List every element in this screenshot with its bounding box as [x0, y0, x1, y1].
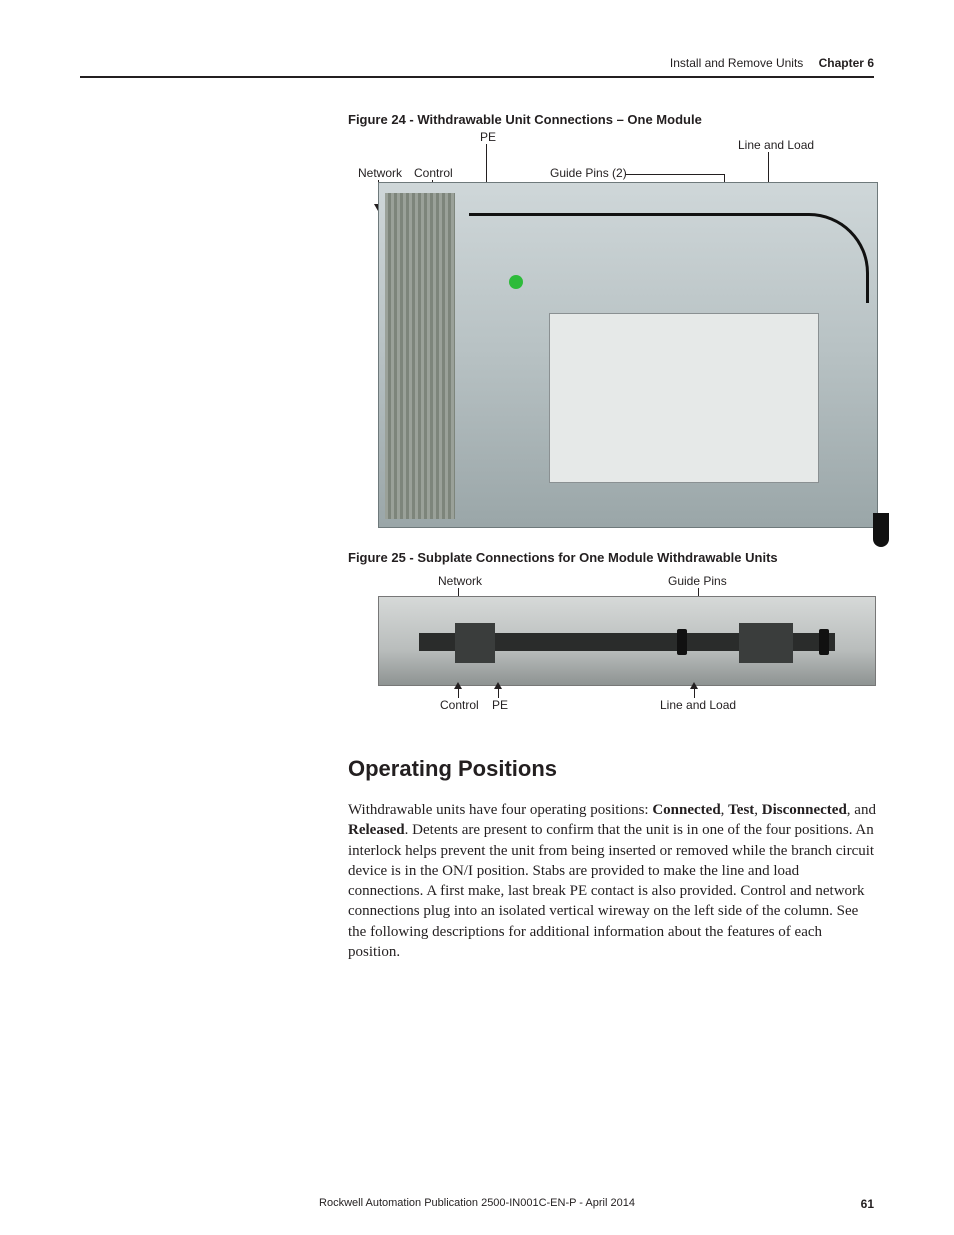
- photo-detail: [873, 513, 889, 547]
- fig25-label-pe: PE: [492, 698, 508, 712]
- running-head: Install and Remove Units Chapter 6: [670, 56, 874, 70]
- photo-detail: [677, 629, 687, 655]
- footer-publication: Rockwell Automation Publication 2500-IN0…: [0, 1197, 954, 1209]
- separator: ,: [754, 802, 762, 818]
- photo-detail: [819, 629, 829, 655]
- position-test: Test: [728, 802, 754, 818]
- position-released: Released: [348, 822, 405, 838]
- separator-and: , and: [847, 802, 876, 818]
- position-disconnected: Disconnected: [762, 802, 847, 818]
- fig24-label-network: Network: [358, 166, 402, 180]
- photo-detail: [509, 275, 523, 289]
- page: Install and Remove Units Chapter 6 Figur…: [0, 0, 954, 1235]
- body-text: . Detents are present to confirm that th…: [348, 822, 874, 960]
- body-paragraph: Withdrawable units have four operating p…: [348, 800, 876, 962]
- top-rule: [80, 76, 874, 78]
- arrow-icon: [690, 682, 698, 689]
- fig24-label-control: Control: [414, 166, 453, 180]
- section-heading: Operating Positions: [348, 756, 557, 782]
- figure25-caption: Figure 25 - Subplate Connections for One…: [348, 550, 778, 565]
- fig25-label-guide-pins: Guide Pins: [668, 574, 727, 588]
- position-connected: Connected: [652, 802, 720, 818]
- figure24-caption: Figure 24 - Withdrawable Unit Connection…: [348, 112, 702, 127]
- photo-detail: [385, 193, 455, 519]
- fig24-label-guide-pins: Guide Pins (2): [550, 166, 627, 180]
- fig25-label-control: Control: [440, 698, 479, 712]
- page-number: 61: [861, 1197, 874, 1211]
- fig25-label-line-load: Line and Load: [660, 698, 736, 712]
- runhead-chapter: Chapter 6: [819, 56, 874, 70]
- photo-detail: [455, 623, 495, 663]
- leader-line: [498, 688, 499, 698]
- photo-detail: [739, 623, 793, 663]
- photo-detail: [549, 313, 819, 483]
- leader-line: [694, 688, 695, 698]
- fig25-label-network: Network: [438, 574, 482, 588]
- photo-detail: [469, 213, 869, 303]
- leader-line: [626, 174, 724, 175]
- arrow-icon: [454, 682, 462, 689]
- body-text: Withdrawable units have four operating p…: [348, 802, 652, 818]
- figure25-photo: [378, 596, 876, 686]
- figure24-photo: [378, 182, 878, 528]
- fig24-label-line-load: Line and Load: [738, 138, 814, 152]
- arrow-icon: [494, 682, 502, 689]
- runhead-section: Install and Remove Units: [670, 56, 803, 70]
- leader-line: [458, 688, 459, 698]
- fig24-label-pe: PE: [480, 130, 496, 144]
